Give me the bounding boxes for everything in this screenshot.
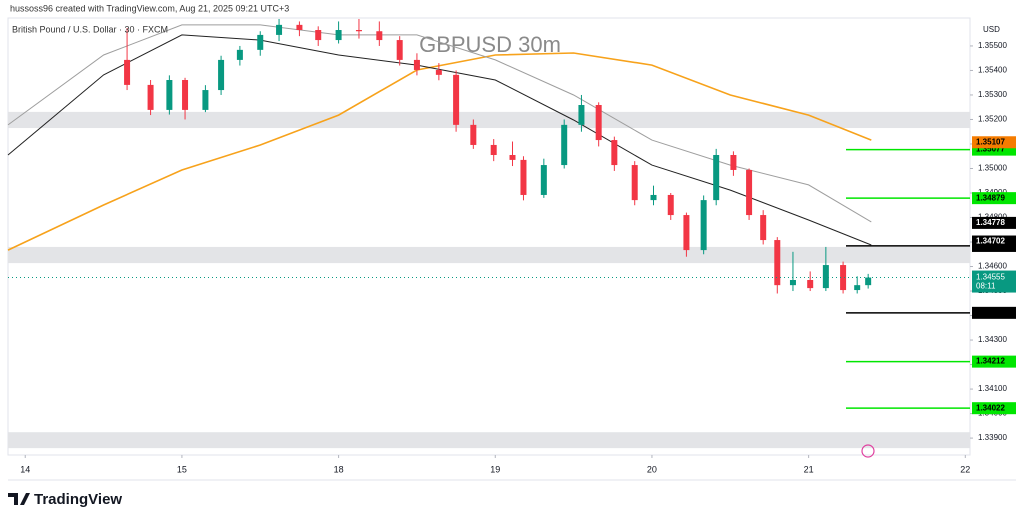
moving-average — [7, 24, 872, 223]
candle-body — [865, 277, 872, 286]
candle-body — [182, 80, 189, 110]
price-tag-label: 1.35077 — [976, 145, 1005, 154]
brand: TradingView — [34, 491, 122, 508]
series — [7, 18, 970, 409]
candle-body — [147, 84, 154, 110]
candle-body — [760, 215, 767, 241]
candle-body — [631, 165, 638, 201]
symbol: British Pound / U.S. Dollar · 30 · FXCM — [12, 24, 168, 34]
price-tag — [972, 235, 1016, 248]
y-tick-label: 1.33900 — [978, 433, 1007, 442]
y-tick-label: 1.34100 — [978, 384, 1007, 393]
y-tick-label: 1.34300 — [978, 335, 1007, 344]
y-tick-label: 1.34600 — [978, 262, 1007, 271]
y-tick-label: 1.35500 — [978, 41, 1007, 50]
x-tick-label: 18 — [334, 464, 344, 474]
candle-body — [561, 124, 568, 166]
alert-icon[interactable] — [861, 444, 875, 458]
price-tag-label: 1.35107 — [976, 137, 1005, 146]
candle-body — [683, 215, 690, 251]
zones — [8, 111, 970, 449]
x-tick-label: 20 — [647, 464, 657, 474]
moving-average — [7, 52, 872, 251]
countdown: 08:11 — [976, 282, 996, 291]
candle-body — [807, 280, 814, 289]
price-tag — [972, 306, 1016, 319]
candle-body — [376, 31, 383, 41]
candle-body — [296, 24, 303, 31]
candle-body — [667, 194, 674, 216]
candle-body — [218, 59, 225, 91]
candle-body — [509, 155, 516, 160]
candle-body — [789, 280, 796, 286]
candle-body — [611, 140, 618, 166]
candle-body — [650, 194, 657, 201]
price-tag-label: 1.34212 — [976, 357, 1005, 366]
candle-body — [202, 90, 209, 110]
y-tick-label: 1.35300 — [978, 90, 1007, 99]
candle-body — [840, 265, 847, 291]
candle-body — [413, 59, 420, 70]
candle-body — [236, 49, 243, 60]
axes: 1.355001.354001.353001.352001.351001.350… — [20, 41, 1016, 474]
candle-body — [355, 30, 362, 32]
price-tag — [972, 355, 1016, 368]
plot-area — [7, 17, 971, 456]
header: hussoss96 created with TradingView.com, … — [10, 3, 289, 13]
logo-icon — [8, 493, 30, 505]
x-tick-label: 21 — [804, 464, 814, 474]
candle-body — [166, 80, 173, 110]
candle-body — [396, 40, 403, 60]
candle-body — [822, 265, 829, 289]
candle-body — [520, 159, 527, 195]
candle-body — [700, 200, 707, 251]
candle-body — [490, 144, 497, 156]
candle-body — [595, 105, 602, 141]
logo: TradingView — [8, 491, 122, 508]
price-tag-label: 1.34879 — [976, 193, 1005, 202]
y-tick-label: 1.35000 — [978, 164, 1007, 173]
candle-body — [315, 30, 322, 41]
price-tag-label: 1.34022 — [976, 403, 1005, 412]
price-tag-label: 1.34778 — [976, 218, 1005, 227]
y-tick-label: 1.35400 — [978, 66, 1007, 75]
x-tick-label: 19 — [490, 464, 500, 474]
price-tag-label: 1.34411 — [976, 308, 1005, 317]
zone — [8, 432, 970, 449]
zone — [8, 111, 970, 129]
candle-body — [730, 155, 737, 170]
price-tag — [972, 402, 1016, 415]
candle-body — [540, 165, 547, 195]
last-price-label: 1.34555 — [976, 273, 1005, 282]
candle-body — [854, 285, 861, 291]
price-tag — [972, 136, 1016, 149]
x-tick-label: 22 — [960, 464, 970, 474]
x-tick-label: 14 — [20, 464, 30, 474]
price-tag — [972, 192, 1016, 205]
candle-body — [713, 155, 720, 201]
candle-body — [276, 24, 283, 35]
price-tag — [972, 216, 1016, 229]
candle-body — [335, 30, 342, 41]
watermark: GBPUSD 30m — [419, 32, 561, 57]
candle-body — [124, 59, 131, 85]
candle-body — [470, 124, 477, 145]
candle-body — [578, 105, 585, 125]
zone — [8, 246, 970, 264]
last-price-tag — [972, 270, 1016, 293]
price-tag-label: 1.34702 — [976, 237, 1005, 246]
candle-body — [774, 240, 781, 286]
candle-body — [257, 34, 264, 50]
candle-body — [746, 169, 753, 216]
candle-body — [435, 69, 442, 75]
candle-body — [453, 74, 460, 125]
currency: USD — [983, 25, 1000, 34]
x-tick-label: 15 — [177, 464, 187, 474]
y-tick-label: 1.35200 — [978, 115, 1007, 124]
